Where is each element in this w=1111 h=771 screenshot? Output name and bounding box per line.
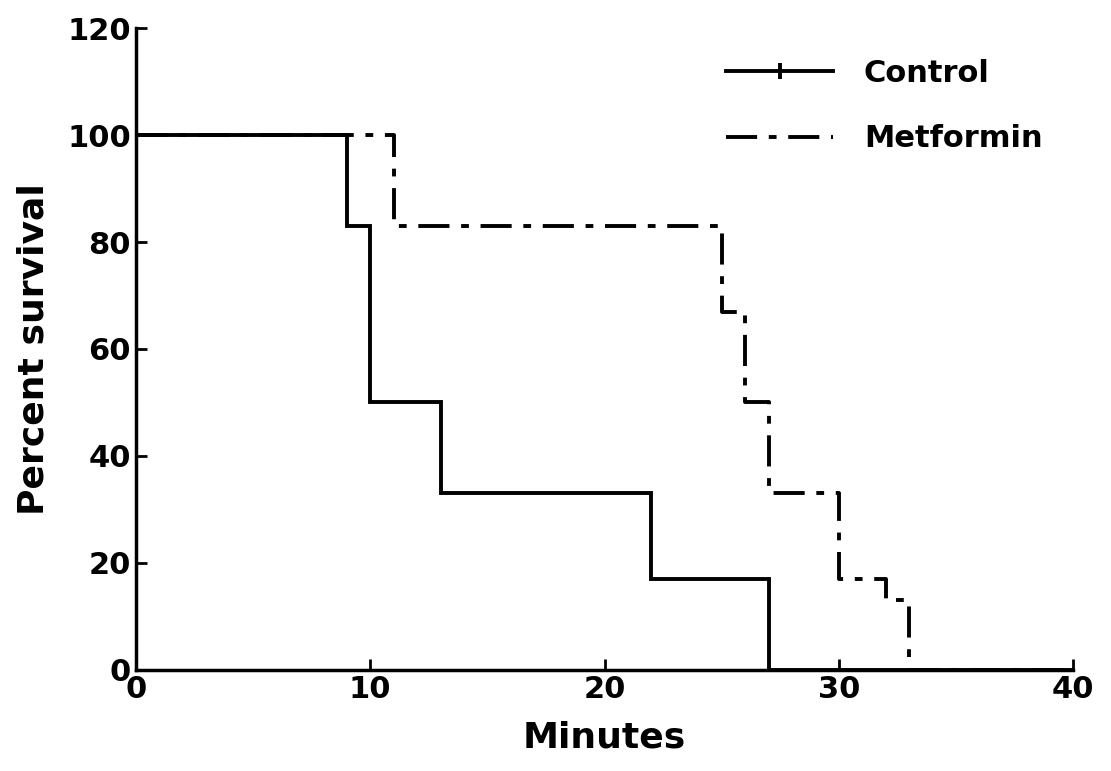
Legend: Control, Metformin: Control, Metformin: [711, 43, 1058, 169]
Y-axis label: Percent survival: Percent survival: [17, 183, 51, 515]
X-axis label: Minutes: Minutes: [523, 720, 687, 754]
